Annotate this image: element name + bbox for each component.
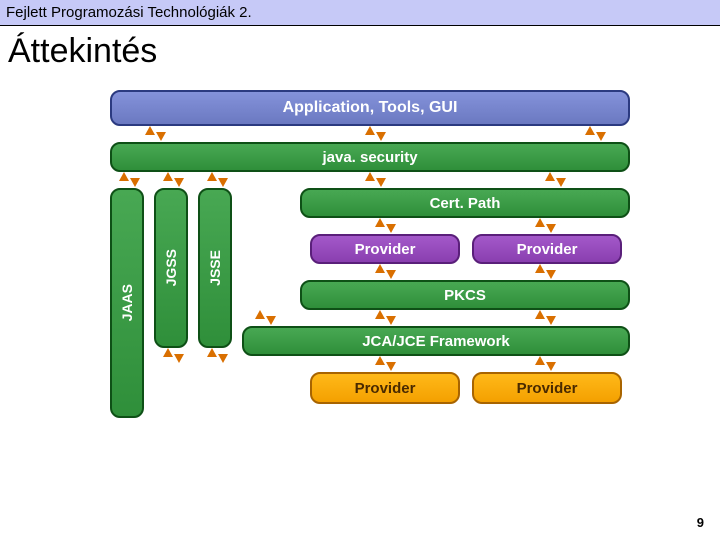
block-jaas: JAAS [110, 188, 144, 418]
connector-arrow-icon [255, 310, 265, 319]
connector-arrow-icon [386, 362, 396, 371]
block-certpath: Cert. Path [300, 188, 630, 218]
connector-arrow-icon [386, 316, 396, 325]
connector-arrow-icon [365, 126, 375, 135]
block-provider-jca-2: Provider [472, 372, 622, 404]
connector-arrow-icon [156, 132, 166, 141]
connector-arrow-icon [130, 178, 140, 187]
course-title-text: Fejlett Programozási Technológiák 2. [6, 4, 252, 21]
connector-arrow-icon [386, 270, 396, 279]
block-jaas-label: JAAS [119, 284, 135, 321]
connector-arrow-icon [545, 172, 555, 181]
connector-arrow-icon [163, 172, 173, 181]
block-pkcs-label: PKCS [444, 287, 486, 304]
connector-arrow-icon [174, 178, 184, 187]
connector-arrow-icon [546, 270, 556, 279]
block-application-label: Application, Tools, GUI [283, 99, 458, 117]
connector-arrow-icon [145, 126, 155, 135]
connector-arrow-icon [218, 178, 228, 187]
connector-arrow-icon [266, 316, 276, 325]
connector-arrow-icon [535, 264, 545, 273]
connector-arrow-icon [546, 316, 556, 325]
connector-arrow-icon [375, 218, 385, 227]
connector-arrow-icon [546, 224, 556, 233]
connector-arrow-icon [375, 356, 385, 365]
connector-arrow-icon [546, 362, 556, 371]
connector-arrow-icon [376, 132, 386, 141]
block-java-security-label: java. security [322, 149, 417, 166]
connector-arrow-icon [218, 354, 228, 363]
connector-arrow-icon [119, 172, 129, 181]
connector-arrow-icon [376, 178, 386, 187]
block-jsse-label: JSSE [207, 250, 223, 286]
page-number: 9 [697, 515, 704, 530]
connector-arrow-icon [386, 224, 396, 233]
block-certpath-label: Cert. Path [430, 195, 501, 212]
connector-arrow-icon [535, 356, 545, 365]
connector-arrow-icon [596, 132, 606, 141]
block-jca-jce-label: JCA/JCE Framework [362, 333, 510, 350]
connector-arrow-icon [163, 348, 173, 357]
connector-arrow-icon [556, 178, 566, 187]
connector-arrow-icon [535, 310, 545, 319]
block-application: Application, Tools, GUI [110, 90, 630, 126]
connector-arrow-icon [207, 348, 217, 357]
block-pkcs: PKCS [300, 280, 630, 310]
block-provider-cert-2-label: Provider [517, 241, 578, 258]
block-provider-jca-2-label: Provider [517, 380, 578, 397]
block-provider-cert-1-label: Provider [355, 241, 416, 258]
block-jgss: JGSS [154, 188, 188, 348]
block-jgss-label: JGSS [163, 249, 179, 286]
connector-arrow-icon [365, 172, 375, 181]
page-title: Áttekintés [0, 26, 720, 71]
architecture-diagram: Application, Tools, GUI java. security J… [110, 90, 630, 490]
connector-arrow-icon [174, 354, 184, 363]
connector-arrow-icon [375, 310, 385, 319]
block-jsse: JSSE [198, 188, 232, 348]
connector-arrow-icon [585, 126, 595, 135]
block-provider-cert-2: Provider [472, 234, 622, 264]
connector-arrow-icon [535, 218, 545, 227]
block-jca-jce: JCA/JCE Framework [242, 326, 630, 356]
connector-arrow-icon [207, 172, 217, 181]
course-header: Fejlett Programozási Technológiák 2. [0, 0, 720, 26]
block-java-security: java. security [110, 142, 630, 172]
block-provider-jca-1: Provider [310, 372, 460, 404]
connector-arrow-icon [375, 264, 385, 273]
block-provider-jca-1-label: Provider [355, 380, 416, 397]
block-provider-cert-1: Provider [310, 234, 460, 264]
